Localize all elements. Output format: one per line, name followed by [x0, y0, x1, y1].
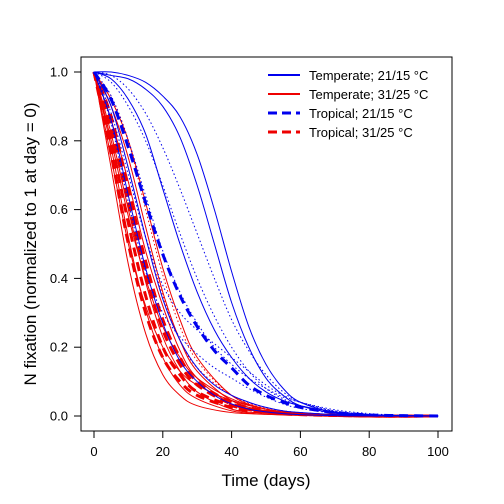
series-line-tropical-21-21: [93, 71, 439, 417]
x-tick-label-40: 40: [224, 444, 238, 459]
series-line-tropical-21-23: [93, 71, 439, 417]
legend-label-3: Tropical; 31/25 °C: [309, 125, 413, 140]
legend: Temperate; 21/15 °C Temperate; 31/25 °C Tr…: [268, 68, 428, 140]
y-tick-label-0.6: 0.6: [50, 202, 68, 217]
x-tick-label-20: 20: [156, 444, 170, 459]
x-axis: 0 20 40 60 80 100: [90, 431, 449, 459]
y-tick-label-0.2: 0.2: [50, 340, 68, 355]
series-line-temperate-21-17: [93, 71, 439, 417]
series-line-temperate-21-18: [93, 71, 439, 417]
series-layer: [92, 71, 439, 418]
y-tick-label-0.4: 0.4: [50, 271, 68, 286]
legend-label-2: Tropical; 21/15 °C: [309, 106, 413, 121]
x-axis-label: Time (days): [221, 471, 310, 490]
x-tick-label-60: 60: [293, 444, 307, 459]
series-line-tropical-21-24: [93, 71, 439, 417]
plot-frame: [80, 56, 453, 432]
series-line-tropical-21-19: [92, 71, 439, 418]
x-tick-label-80: 80: [362, 444, 376, 459]
y-tick-label-0.8: 0.8: [50, 133, 68, 148]
series-line-tropical-31-8: [92, 71, 439, 418]
series-line-tropical-31-11: [92, 71, 439, 418]
y-axis-label: N fixation (normalized to 1 at day = 0): [21, 103, 40, 386]
series-line-tropical-21-20: [93, 71, 439, 417]
x-tick-label-100: 100: [427, 444, 449, 459]
legend-label-0: Temperate; 21/15 °C: [309, 68, 428, 83]
y-axis: 0.0 0.2 0.4 0.6 0.8 1.0: [50, 65, 81, 424]
y-tick-label-0: 0.0: [50, 409, 68, 424]
y-tick-label-1: 1.0: [50, 65, 68, 80]
legend-label-1: Temperate; 31/25 °C: [309, 87, 428, 102]
x-tick-label-0: 0: [90, 444, 97, 459]
